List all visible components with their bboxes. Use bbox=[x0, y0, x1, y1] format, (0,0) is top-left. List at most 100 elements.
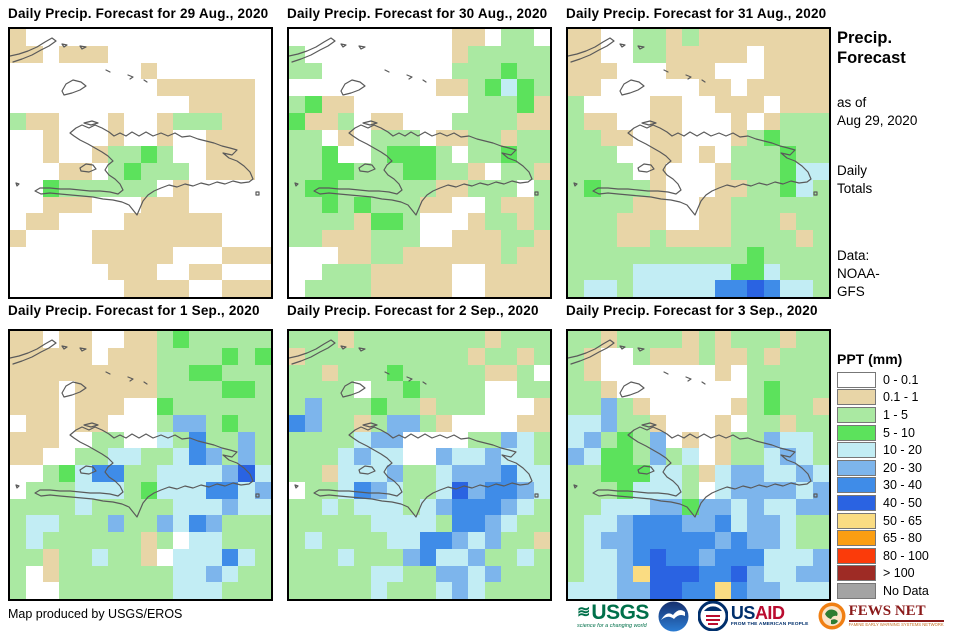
precip-cell bbox=[633, 280, 650, 297]
precip-cell bbox=[386, 79, 404, 96]
precip-cell bbox=[337, 79, 355, 96]
precip-cell bbox=[468, 364, 485, 382]
precip-cell bbox=[616, 448, 634, 465]
precip-cell bbox=[714, 230, 732, 247]
precip-cell bbox=[584, 381, 601, 398]
precip-cell bbox=[107, 414, 125, 432]
precip-cell bbox=[714, 498, 732, 516]
precip-cell bbox=[568, 112, 585, 130]
precip-cell bbox=[386, 45, 404, 63]
precip-cell bbox=[616, 29, 634, 46]
precip-cell bbox=[354, 548, 371, 566]
precip-cell bbox=[156, 364, 174, 382]
precip-cell bbox=[337, 129, 355, 147]
precip-cell bbox=[124, 498, 141, 516]
precip-cell bbox=[665, 532, 683, 549]
usaid-tagline: FROM THE AMERICAN PEOPLE bbox=[730, 622, 809, 628]
precip-cell bbox=[468, 196, 485, 214]
precip-cell bbox=[616, 179, 634, 197]
precip-cell bbox=[173, 448, 190, 465]
precip-cell bbox=[238, 196, 255, 214]
precip-cell bbox=[124, 565, 141, 583]
precip-cell bbox=[731, 163, 748, 180]
precip-cell bbox=[91, 62, 108, 80]
precip-cell bbox=[289, 263, 306, 281]
precip-cell bbox=[156, 213, 174, 230]
precip-cell bbox=[616, 347, 634, 365]
precip-cell bbox=[747, 414, 764, 432]
precip-cell bbox=[698, 515, 715, 532]
precip-cell bbox=[419, 45, 436, 63]
precip-cell bbox=[812, 364, 829, 382]
precip-cell bbox=[42, 163, 59, 180]
precip-cell bbox=[435, 79, 453, 96]
precip-cell bbox=[763, 112, 781, 130]
precip-cell bbox=[633, 532, 650, 549]
precip-cell bbox=[156, 532, 174, 549]
precip-cell bbox=[501, 364, 518, 382]
legend-item: > 100 bbox=[837, 565, 929, 583]
precip-cell bbox=[568, 481, 585, 499]
precip-cell bbox=[140, 179, 157, 197]
precip-cell bbox=[435, 331, 453, 348]
precip-cell bbox=[731, 548, 748, 566]
precip-cell bbox=[26, 448, 43, 465]
precip-cell bbox=[419, 96, 436, 113]
precip-cell bbox=[714, 465, 732, 482]
precip-cell bbox=[812, 179, 829, 197]
precip-cell bbox=[698, 129, 715, 147]
precip-grid bbox=[568, 331, 829, 599]
precip-cell bbox=[173, 29, 190, 46]
precip-cell bbox=[403, 29, 420, 46]
precip-cell bbox=[517, 381, 534, 398]
precip-cell bbox=[386, 179, 404, 197]
precip-cell bbox=[812, 548, 829, 566]
precip-cell bbox=[517, 532, 534, 549]
precip-cell bbox=[10, 565, 27, 583]
precip-cell bbox=[747, 45, 764, 63]
precip-cell bbox=[222, 515, 239, 532]
precip-cell bbox=[682, 230, 699, 247]
precip-cell bbox=[222, 431, 239, 449]
precip-cell bbox=[468, 263, 485, 281]
precip-cell bbox=[501, 448, 518, 465]
precip-cell bbox=[107, 129, 125, 147]
precip-cell bbox=[58, 263, 76, 281]
precip-cell bbox=[10, 548, 27, 566]
precip-cell bbox=[698, 45, 715, 63]
precip-cell bbox=[321, 146, 338, 163]
precip-cell bbox=[584, 112, 601, 130]
precip-cell bbox=[289, 481, 306, 499]
precip-cell bbox=[289, 96, 306, 113]
precip-cell bbox=[124, 481, 141, 499]
precip-cell bbox=[107, 246, 125, 264]
precip-cell bbox=[763, 364, 781, 382]
precip-cell bbox=[812, 381, 829, 398]
precip-cell bbox=[107, 79, 125, 96]
precip-cell bbox=[222, 381, 239, 398]
precip-cell bbox=[633, 398, 650, 415]
precip-cell bbox=[354, 179, 371, 197]
precip-cell bbox=[435, 196, 453, 214]
precip-cell bbox=[289, 532, 306, 549]
precip-cell bbox=[337, 364, 355, 382]
precip-cell bbox=[26, 213, 43, 230]
precip-cell bbox=[305, 129, 322, 147]
precip-cell bbox=[533, 96, 550, 113]
precip-cell bbox=[354, 465, 371, 482]
precip-cell bbox=[124, 548, 141, 566]
precip-cell bbox=[763, 498, 781, 516]
precip-cell bbox=[337, 481, 355, 499]
sidebar-title: Precip. Forecast bbox=[837, 28, 906, 68]
precip-cell bbox=[254, 163, 271, 180]
partner-logos: ≋ USGS science for a changing world bbox=[577, 598, 944, 634]
precip-cell bbox=[321, 129, 338, 147]
precip-cell bbox=[289, 29, 306, 46]
precip-cell bbox=[633, 381, 650, 398]
precip-cell bbox=[780, 465, 797, 482]
precip-cell bbox=[107, 96, 125, 113]
precip-cell bbox=[26, 96, 43, 113]
precip-cell bbox=[600, 196, 617, 214]
precip-cell bbox=[42, 62, 59, 80]
precip-cell bbox=[205, 431, 223, 449]
